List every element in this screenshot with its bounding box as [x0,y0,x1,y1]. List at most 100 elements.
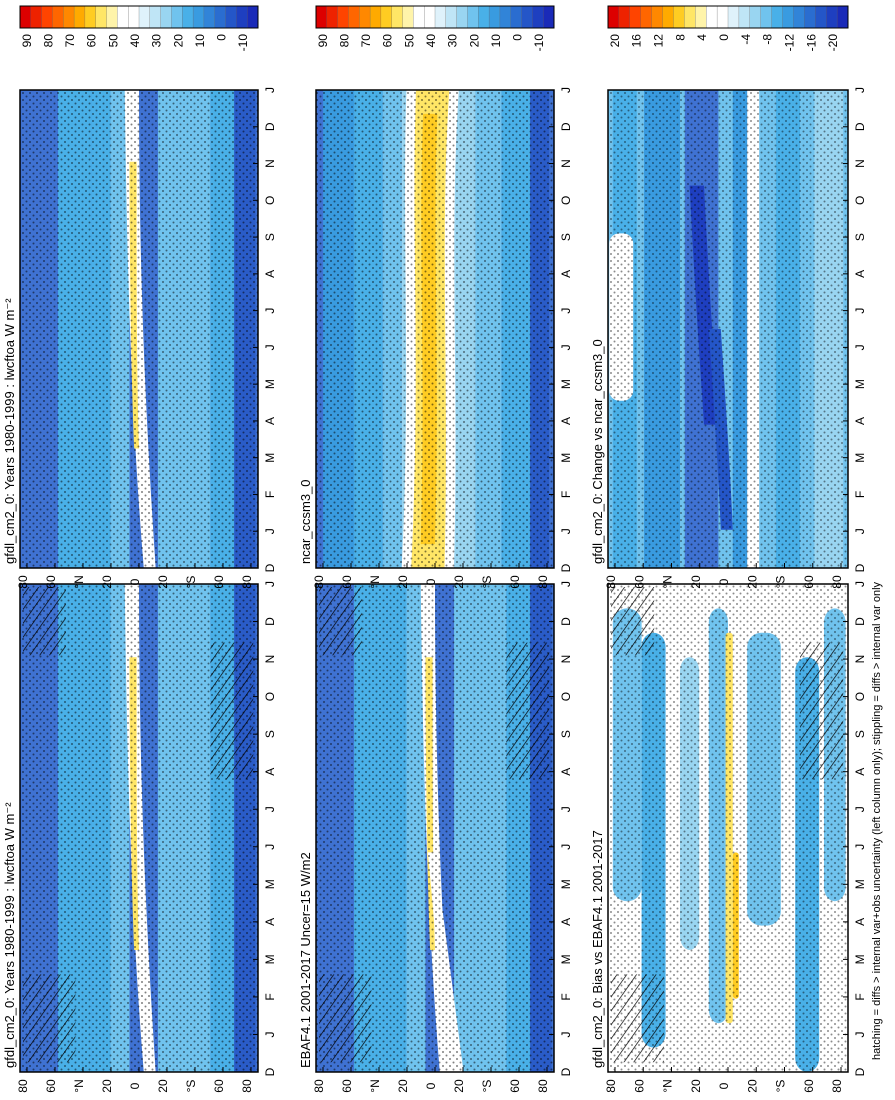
panel-1-month-tick: J [263,344,277,350]
panel-5-month-tick: F [853,491,867,498]
colorbar-label: -20 [826,34,840,52]
colorbar-swatch [182,5,194,29]
panel-0-hatching [23,974,76,1063]
colorbar-swatch [73,5,86,29]
colorbar-label: 80 [337,34,351,48]
panel-3-month-tick: A [559,270,573,278]
panel-2-month-tick: J [559,1031,573,1037]
panel-4-lat-tick: 20 [745,1079,759,1093]
panel-0-lat-tick: °S [184,1080,198,1093]
panel-1-month-tick: A [263,417,277,425]
panel-0-month-tick: J [263,844,277,850]
colorbar-label: 20 [171,34,185,48]
panel-3-month-tick: J [559,344,573,350]
panel-0-month-tick: J [263,581,277,587]
panel-1-lat-tick: 60 [44,575,58,589]
panel-1-month-tick: O [263,196,277,205]
panel-5-lat-tick: °N [661,575,675,588]
colorbar-label: 0 [215,34,229,41]
colorbar-label: 50 [402,34,416,48]
colorbar-swatch [369,5,382,29]
colorbar-swatch [41,5,53,29]
panel-2-hatching [506,642,550,780]
colorbar-swatch [171,5,183,29]
panel-1-month-tick: S [263,233,277,241]
colorbar-label: -8 [761,34,775,45]
panel-4-month-tick: J [853,806,867,812]
panel-0-month-tick: M [263,879,277,889]
panel-3-month-tick: A [559,417,573,425]
panel-3-colorbar: 90 80 70 60 50 40 30 20 10 0 -10 [315,5,555,52]
colorbar-label: -10 [532,34,546,52]
panel-2-lat-tick: 0 [424,1082,438,1089]
colorbar-swatch [391,5,403,29]
panel-4-title: gfdl_cm2_0: Bias vs EBAF4.1 2001-2017 [590,830,605,1068]
panel-4-hatching [800,642,844,780]
panel-5-month-tick: A [853,417,867,425]
panel-4-lat-tick: 80 [604,1079,618,1093]
panel-0-month-tick: S [263,730,277,738]
panel-2-lat-tick: 80 [536,1079,550,1093]
panel-3-lat-tick: 60 [340,575,354,589]
panel-1-month-tick: A [263,270,277,278]
panel-1-month-tick: M [263,379,277,389]
panel-5-lat-tick: °S [774,576,788,589]
colorbar-swatch [359,5,371,29]
panel-0-month-tick: D [263,1067,277,1076]
colorbar-swatch [695,5,707,29]
colorbar-swatch [618,5,631,29]
panel-4-lat-tick: °S [774,1080,788,1093]
panel-2-lat-tick: 80 [312,1079,326,1093]
panel-0-hatching [210,642,254,780]
colorbar-label: 10 [489,34,503,48]
panel-0-month-tick: J [263,806,277,812]
colorbar-swatch [413,5,425,29]
colorbar-swatch [543,5,555,29]
panel-1-colorbar: 90 80 70 60 50 40 30 20 10 0 -10 [19,5,259,51]
panel-4-hatching [611,974,664,1063]
panel-3-lat-tick: 20 [452,575,466,589]
panel-1-month-tick: J [263,87,277,93]
panel-3-lat-tick: °S [480,576,494,589]
panel-3-month-tick: J [559,87,573,93]
panel-0-month-tick: A [263,768,277,776]
colorbar-swatch [684,5,696,29]
panel-4-month-tick: D [853,1067,867,1076]
colorbar-label: 70 [359,34,373,48]
colorbar-swatch [402,5,414,29]
figure-footnote: hatching = diffs > internal var+obs unce… [871,581,883,1060]
panel-3-stippling [316,90,554,568]
panel-4-month-tick: M [853,879,867,889]
colorbar-label: 0 [511,34,525,41]
panel-0-month-tick: O [263,692,277,701]
panel-0-month-tick: A [263,918,277,926]
panel-4-month-tick: J [853,1031,867,1037]
panel-1-lat-tick: 80 [16,575,30,589]
panel-1-month-tick: D [263,563,277,572]
panel-2-lat-tick: °N [368,1079,382,1092]
panel-3-lat-tick: 80 [312,575,326,589]
colorbar-label: 8 [673,34,687,41]
panel-3-lat-tick: 20 [396,575,410,589]
colorbar-frame [607,5,849,29]
panel-4-month-tick: M [853,954,867,964]
panel-0-month-tick: M [263,954,277,964]
panel-5-month-tick: D [853,122,867,131]
colorbar-swatch [510,5,522,29]
panel-4-lat-tick: 20 [689,1079,703,1093]
panel-2-month-tick: S [559,730,573,738]
colorbar-swatch [138,5,151,29]
panel-4-lat-tick: 80 [830,1079,844,1093]
panel-0-lat-tick: 60 [44,1079,58,1093]
panel-0-lat-tick: 80 [240,1079,254,1093]
colorbar-swatch [149,5,162,29]
colorbar-swatch [629,5,642,29]
colorbar-label: 10 [193,34,207,48]
colorbar-swatch [488,5,501,29]
panel-4-month-tick: S [853,730,867,738]
colorbar-swatch [128,5,140,29]
colorbar-swatch [236,5,248,29]
panel-1-lat-tick: 80 [240,575,254,589]
colorbar-swatch [30,5,43,29]
panel-0-title: gfdl_cm2_0: Years 1980-1999 : lwcftoa W … [2,802,17,1068]
